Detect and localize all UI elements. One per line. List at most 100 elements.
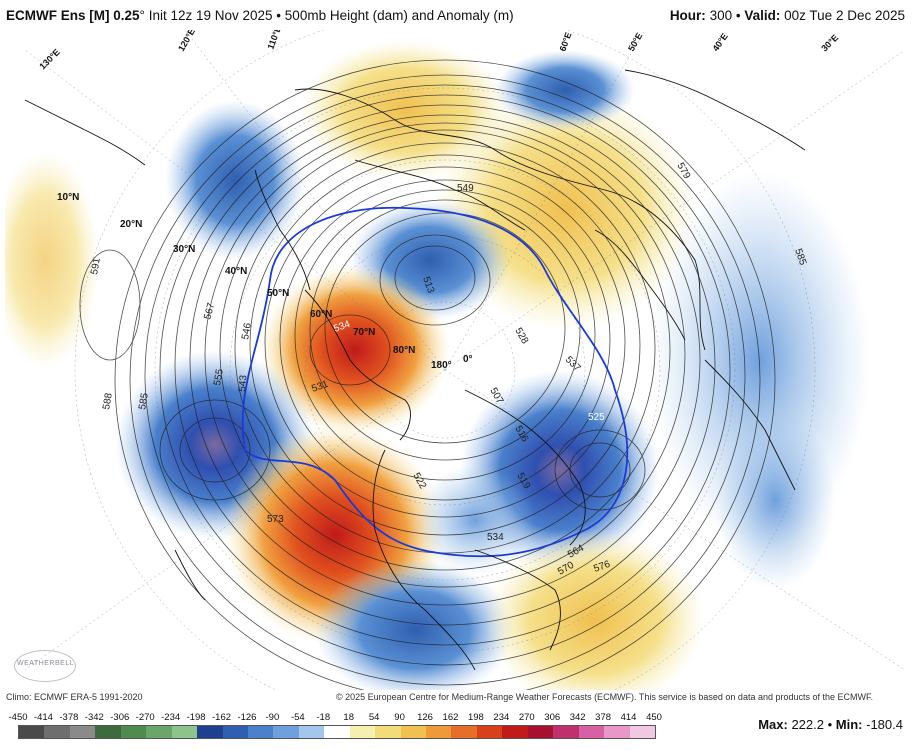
product-name: 500mb Height (dam) and Anomaly (m) <box>284 8 514 23</box>
colorbar-tick-label: 198 <box>467 712 484 723</box>
lon-label-30e: 30°E <box>819 32 840 53</box>
lon-label-50e: 50°E <box>626 31 644 53</box>
colorbar-swatch <box>426 726 452 738</box>
height-contours <box>79 59 776 690</box>
contour-label-543: 543 <box>237 374 249 392</box>
colorbar-swatch <box>604 726 630 738</box>
colorbar-tick-label: -450 <box>8 712 28 723</box>
colorbar-tick-label: -54 <box>290 712 305 723</box>
valid-label: Valid: <box>744 8 781 23</box>
colorbar-swatch <box>171 726 198 738</box>
lat-label-10n: 10°N <box>57 192 79 203</box>
max-label: Max: <box>758 717 788 732</box>
contour-label-534b: 534 <box>487 532 504 543</box>
colorbar <box>18 725 656 739</box>
header-valid: Hour: 300 • Valid: 00z Tue 2 Dec 2025 <box>670 8 905 23</box>
contour-label-585a: 585 <box>137 392 151 411</box>
colorbar-tick-label: 450 <box>646 712 662 723</box>
colorbar-tick-label: -306 <box>110 712 130 723</box>
lon-label-40e: 40°E <box>710 31 729 53</box>
climo-note: Climo: ECMWF ERA-5 1991-2020 <box>6 692 143 702</box>
colorbar-tick-label: -126 <box>237 712 257 723</box>
colorbar-swatch <box>476 726 503 738</box>
colorbar-tick-label: 18 <box>343 712 355 723</box>
max-value: 222.2 <box>791 717 824 732</box>
lat-label-20n: 20°N <box>120 219 142 230</box>
lon-label-0: 0° <box>463 354 473 365</box>
graticule <box>24 30 906 690</box>
colorbar-swatch <box>44 726 70 738</box>
colorbar-swatch <box>400 726 426 738</box>
colorbar-swatch <box>69 726 96 738</box>
colorbar-tick-label: -18 <box>316 712 331 723</box>
colorbar-swatch <box>298 726 325 738</box>
colorbar-tick-label: -162 <box>212 712 232 723</box>
lon-label-180: 180° <box>431 360 452 371</box>
contour-label-567: 567 <box>202 301 217 320</box>
colorbar-tick-label: 342 <box>569 712 586 723</box>
colorbar-swatch <box>502 726 528 738</box>
bullet-2: • <box>735 8 741 23</box>
colorbar-swatch <box>95 726 121 738</box>
model-name: ECMWF Ens [M] 0.25 <box>6 8 140 23</box>
min-value: -180.4 <box>866 717 903 732</box>
logo-text: WEATHERBELL <box>17 660 75 667</box>
contour-label-528: 528 <box>512 326 530 346</box>
bullet-1: • <box>276 8 282 23</box>
colorbar-tick-label: 378 <box>595 712 612 723</box>
max-min-readout: Max: 222.2 • Min: -180.4 <box>758 717 903 732</box>
hour-value: 300 <box>709 8 733 23</box>
colorbar-tick-label: 54 <box>368 712 380 723</box>
colorbar-tick-label: -198 <box>186 712 206 723</box>
colorbar-swatch <box>375 726 401 738</box>
lon-label-120e: 120°E <box>176 30 197 53</box>
colorbar-tick-label: 414 <box>620 712 637 723</box>
colorbar-tick-label: 162 <box>442 712 459 723</box>
degree-sign: ° <box>139 8 145 23</box>
lat-label-80n: 80°N <box>393 345 415 356</box>
colorbar-tick-label: -414 <box>33 712 53 723</box>
contour-label-549: 549 <box>457 183 474 194</box>
lon-label-130e: 130°E <box>37 47 61 71</box>
colorbar-swatch <box>629 726 655 738</box>
lat-label-30n: 30°N <box>173 244 195 255</box>
init-time: Init 12z 19 Nov 2025 <box>148 8 273 23</box>
colorbar-tick-label: -90 <box>265 712 280 723</box>
min-label: Min: <box>835 717 863 732</box>
colorbar-swatch <box>451 726 477 738</box>
colorbar-tick-labels: -450 -414 -378 -342 -306 -270 -234 -198 -162 -126… <box>8 712 661 724</box>
colorbar-swatch <box>19 726 45 738</box>
colorbar-swatch <box>553 726 579 738</box>
contour-label-588: 588 <box>101 392 115 411</box>
contour-label-546: 546 <box>240 322 254 341</box>
colorbar-tick-label: -270 <box>135 712 155 723</box>
colorbar-swatch <box>120 726 147 738</box>
polar-map[interactable]: 10°N 20°N 30°N 40°N 50°N 60°N 70°N 80°N … <box>5 30 910 690</box>
colorbar-swatch <box>349 726 376 738</box>
colorbar-tick-label: -342 <box>84 712 104 723</box>
lon-label-110e: 110°E <box>265 30 283 51</box>
contour-label-573: 573 <box>267 514 284 525</box>
colorbar-tick-label: -378 <box>59 712 79 723</box>
colorbar-swatch <box>146 726 172 738</box>
colorbar-tick-label: 306 <box>544 712 561 723</box>
valid-value: 00z Tue 2 Dec 2025 <box>784 8 905 23</box>
footer: Climo: ECMWF ERA-5 1991-2020 © 2025 Euro… <box>0 690 913 750</box>
contour-label-525: 525 <box>588 412 605 423</box>
hour-label: Hour: <box>669 8 706 23</box>
colorbar-tick-label: 90 <box>394 712 405 723</box>
weatherbell-logo: WEATHERBELL <box>14 650 76 682</box>
lat-label-60n: 60°N <box>310 309 332 320</box>
lat-label-70n: 70°N <box>353 327 375 338</box>
contour-label-591: 591 <box>89 257 103 276</box>
map-panel[interactable]: 10°N 20°N 30°N 40°N 50°N 60°N 70°N 80°N … <box>5 30 910 690</box>
colorbar-tick-label: -234 <box>161 712 181 723</box>
colorbar-swatch <box>197 726 223 738</box>
colorbar-swatch <box>247 726 274 738</box>
colorbar-tick-label: 234 <box>493 712 510 723</box>
colorbar-swatch <box>527 726 554 738</box>
header: ECMWF Ens [M] 0.25° Init 12z 19 Nov 2025… <box>0 0 913 28</box>
lat-label-40n: 40°N <box>225 266 247 277</box>
contour-540-blue <box>241 206 629 558</box>
coastlines <box>24 69 806 671</box>
